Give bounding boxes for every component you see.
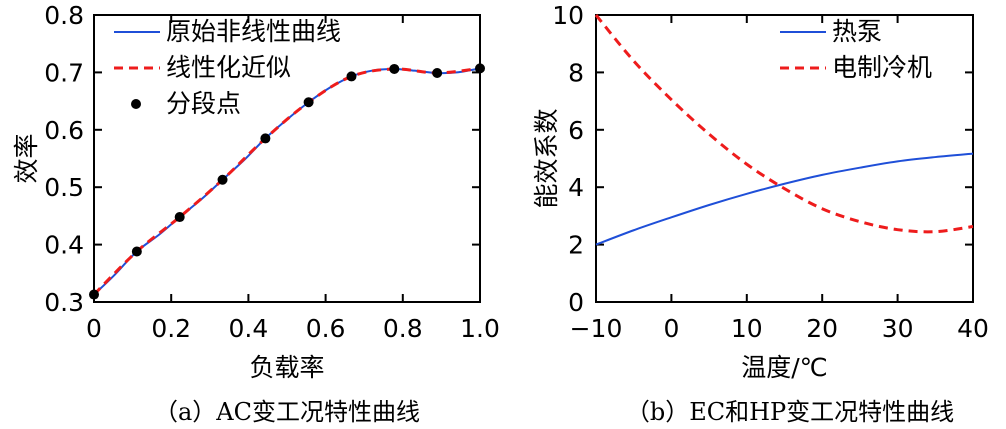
data-point-2-1 <box>131 246 142 257</box>
chart-caption: （a）AC变工况特性曲线 <box>154 398 420 426</box>
x-tick-label: 10 <box>731 314 763 343</box>
x-tick-label: 0.8 <box>383 314 423 343</box>
data-point-2-9 <box>475 63 485 74</box>
y-tick-label: 6 <box>568 116 584 145</box>
x-axis-label: 负载率 <box>249 353 324 382</box>
plot-frame <box>93 14 481 303</box>
x-tick-label: −10 <box>570 314 623 343</box>
data-point-2-0 <box>89 289 99 300</box>
series-line-0 <box>93 67 481 296</box>
data-point-2-2 <box>174 212 185 223</box>
y-tick-label: 4 <box>568 173 584 202</box>
data-point-2-7 <box>389 63 400 74</box>
series-line-1 <box>92 66 481 296</box>
x-tick-label: 30 <box>882 314 914 343</box>
x-tick-label: 0 <box>663 314 679 343</box>
x-axis-label: 温度/℃ <box>741 353 828 382</box>
y-axis-label: 效率 <box>12 133 41 183</box>
y-tick-label: 2 <box>568 231 584 260</box>
y-tick-label: 0.3 <box>44 288 84 317</box>
series-line-1 <box>594 14 974 234</box>
legend-marker-2 <box>131 99 141 109</box>
y-axis-label: 能效系数 <box>532 108 561 208</box>
y-tick-label: 0 <box>568 288 584 317</box>
y-tick-label: 0.5 <box>44 173 84 202</box>
x-tick-label: 20 <box>806 314 838 343</box>
x-tick-label: 1.0 <box>460 314 500 343</box>
legend-label-0: 原始非线性曲线 <box>166 17 341 46</box>
data-point-2-6 <box>346 71 357 82</box>
data-point-2-8 <box>432 67 443 78</box>
legend-label-2: 分段点 <box>166 89 241 118</box>
y-tick-label: 0.6 <box>44 116 84 145</box>
data-point-2-3 <box>217 174 228 185</box>
y-tick-label: 0.7 <box>44 58 84 87</box>
x-tick-label: 40 <box>957 314 989 343</box>
series-line-0 <box>595 152 974 246</box>
y-tick-label: 0.8 <box>44 1 84 30</box>
x-tick-label: 0.6 <box>306 314 346 343</box>
chart-caption: （b）EC和HP变工况特性曲线 <box>626 398 954 426</box>
chart-panel-0: 0 0.2 0.4 0.6 0.8 1.0 0.3 0.4 0.5 0.6 0.7 0.8 负载率 效率 （… <box>12 1 500 426</box>
data-point-2-5 <box>303 97 314 108</box>
legend-label-0: 热泵 <box>832 17 882 46</box>
legend-label-1: 电制冷机 <box>832 53 932 82</box>
y-tick-label: 8 <box>568 58 584 87</box>
legend-label-1: 线性化近似 <box>166 53 291 82</box>
x-tick-label: 0 <box>86 314 102 343</box>
y-tick-label: 10 <box>552 1 584 30</box>
chart-panel-1: −10 0 10 20 30 400246810温度/℃能效系数（b）EC和HP变工况特性… <box>532 1 989 426</box>
x-tick-label: 0.4 <box>229 314 269 343</box>
x-tick-label: 0.2 <box>151 314 191 343</box>
y-tick-label: 0.4 <box>44 231 84 260</box>
plot-frame <box>595 14 974 303</box>
data-point-2-4 <box>260 133 271 144</box>
